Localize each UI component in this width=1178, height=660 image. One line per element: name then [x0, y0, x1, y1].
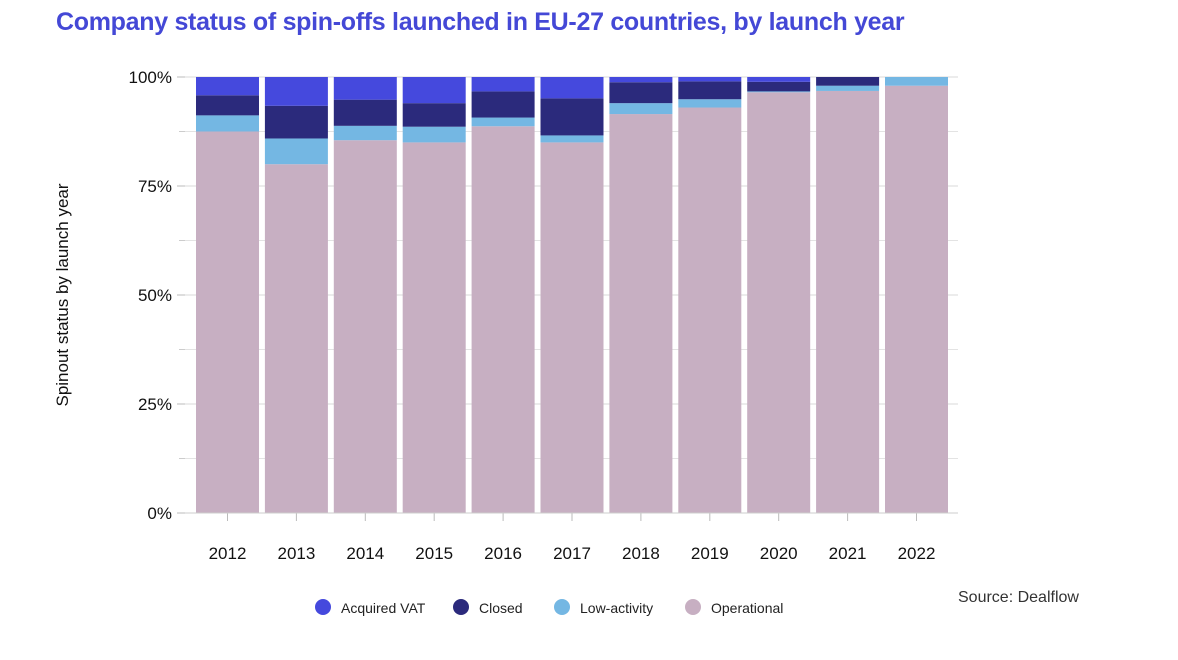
bar-low-activity-2015 — [402, 126, 466, 143]
bar-operational-2016 — [471, 126, 535, 513]
bar-acquired-vat-2016 — [471, 77, 535, 92]
bar-operational-2018 — [609, 114, 673, 513]
x-tick-label: 2020 — [760, 544, 798, 563]
x-tick-label: 2017 — [553, 544, 591, 563]
bar-low-activity-2017 — [540, 135, 604, 143]
legend-swatch — [685, 599, 701, 615]
bar-closed-2012 — [196, 95, 259, 116]
bar-operational-2013 — [264, 164, 328, 513]
bar-low-activity-2014 — [333, 125, 397, 141]
legend-swatch — [554, 599, 570, 615]
legend-label: Acquired VAT — [341, 600, 426, 616]
bar-low-activity-2020 — [747, 91, 811, 93]
x-tick-label: 2016 — [484, 544, 522, 563]
y-tick-label: 100% — [129, 68, 172, 87]
legend-label: Operational — [711, 600, 783, 616]
bar-acquired-vat-2015 — [402, 77, 466, 104]
bar-acquired-vat-2014 — [333, 77, 397, 100]
bar-acquired-vat-2013 — [264, 77, 328, 106]
bar-acquired-vat-2019 — [678, 77, 742, 82]
bar-operational-2019 — [678, 107, 742, 514]
y-tick-label: 0% — [147, 504, 172, 523]
source-note: Source: Dealflow — [958, 589, 1079, 606]
bar-low-activity-2018 — [609, 103, 673, 115]
x-tick-label: 2022 — [898, 544, 936, 563]
x-tick-label: 2019 — [691, 544, 729, 563]
x-tick-label: 2018 — [622, 544, 660, 563]
bar-closed-2021 — [816, 77, 880, 86]
chart-title: Company status of spin-offs launched in … — [56, 8, 905, 36]
bar-closed-2019 — [678, 81, 742, 100]
y-tick-label: 50% — [138, 286, 172, 305]
bar-acquired-vat-2020 — [747, 77, 811, 82]
bar-low-activity-2021 — [816, 85, 880, 91]
bar-operational-2014 — [333, 140, 397, 513]
bar-low-activity-2016 — [471, 117, 535, 127]
bar-operational-2012 — [196, 131, 259, 513]
bar-low-activity-2012 — [196, 115, 259, 132]
bar-operational-2015 — [402, 142, 466, 513]
y-tick-label: 25% — [138, 395, 172, 414]
bar-closed-2013 — [264, 105, 328, 139]
bar-closed-2015 — [402, 103, 466, 127]
bar-closed-2014 — [333, 99, 397, 126]
x-tick-label: 2013 — [277, 544, 315, 563]
x-tick-label: 2014 — [346, 544, 384, 563]
y-tick-label: 75% — [138, 177, 172, 196]
bar-operational-2020 — [747, 92, 811, 513]
bar-operational-2021 — [816, 90, 880, 514]
bar-closed-2017 — [540, 98, 604, 136]
bar-low-activity-2019 — [678, 99, 742, 108]
bar-operational-2022 — [885, 85, 948, 513]
legend-label: Closed — [479, 600, 523, 616]
x-tick-label: 2021 — [829, 544, 867, 563]
bar-operational-2017 — [540, 142, 604, 513]
x-tick-label: 2015 — [415, 544, 453, 563]
legend-label: Low-activity — [580, 600, 653, 616]
x-tick-label: 2012 — [209, 544, 247, 563]
bar-closed-2020 — [747, 81, 811, 92]
bar-acquired-vat-2012 — [196, 77, 259, 96]
bar-closed-2016 — [471, 91, 535, 118]
bar-acquired-vat-2017 — [540, 77, 604, 99]
bar-low-activity-2013 — [264, 138, 328, 165]
legend-swatch — [453, 599, 469, 615]
bar-closed-2018 — [609, 82, 673, 104]
bar-acquired-vat-2018 — [609, 77, 673, 83]
bar-low-activity-2022 — [885, 77, 948, 86]
legend-swatch — [315, 599, 331, 615]
